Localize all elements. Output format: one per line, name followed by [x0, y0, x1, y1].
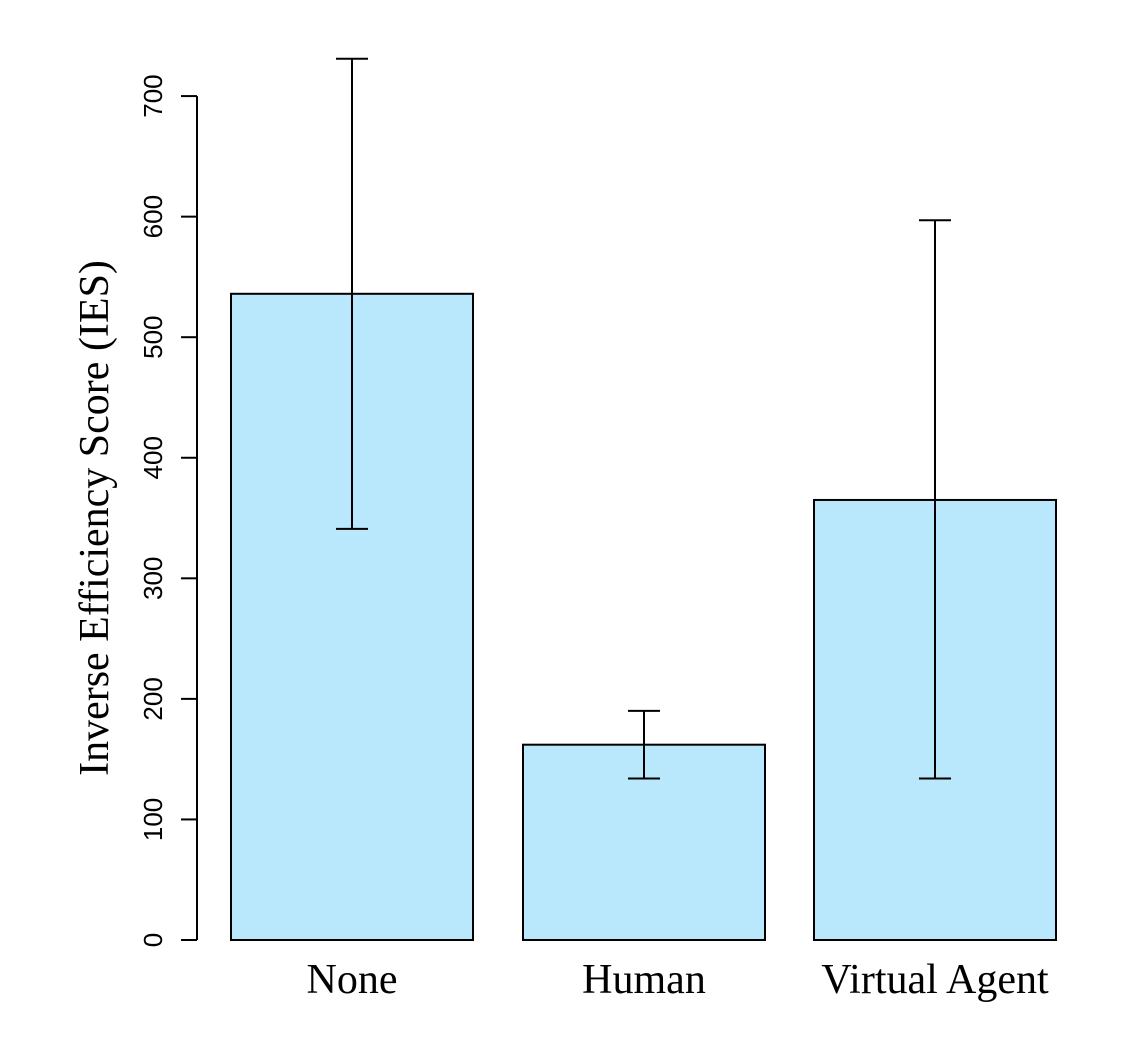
x-tick-label-virtual-agent: Virtual Agent — [821, 957, 1049, 1003]
x-tick-label-human: Human — [582, 957, 706, 1003]
error-bar-human — [628, 709, 660, 780]
bars-layer — [230, 292, 1057, 942]
y-tick-label: 100 — [138, 798, 168, 841]
error-bar-none — [336, 57, 368, 530]
y-tick-label: 0 — [138, 933, 168, 947]
y-tick-label: 400 — [138, 436, 168, 479]
y-axis: 0 100 200 300 400 500 600 700 — [138, 74, 198, 947]
x-axis-labels: None Human Virtual Agent — [307, 957, 1049, 1003]
y-tick-label: 700 — [138, 74, 168, 117]
y-axis-title: Inverse Efficiency Score (IES) — [72, 260, 118, 776]
y-tick-label: 600 — [138, 195, 168, 238]
y-tick-label: 300 — [138, 557, 168, 600]
error-bars-layer — [336, 57, 951, 780]
x-tick-label-none: None — [307, 957, 398, 1003]
y-tick-label: 200 — [138, 677, 168, 720]
error-bar-virtual-agent — [919, 219, 951, 780]
y-tick-label: 500 — [138, 316, 168, 359]
